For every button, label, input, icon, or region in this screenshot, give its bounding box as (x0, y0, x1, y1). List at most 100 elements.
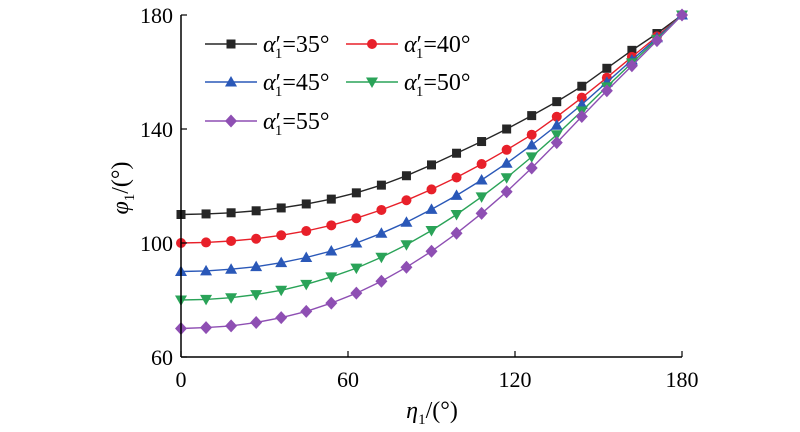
y-tick-label: 100 (140, 231, 173, 256)
data-point (475, 192, 488, 203)
data-point (201, 237, 212, 248)
data-point (275, 256, 288, 268)
series-line-4 (180, 14, 683, 330)
data-point (551, 111, 562, 122)
data-point (250, 260, 263, 272)
data-point (225, 293, 238, 304)
data-point (400, 240, 413, 251)
data-point (451, 172, 462, 183)
data-point (525, 152, 538, 163)
data-point (301, 199, 311, 209)
legend-item: α′1=35° (205, 32, 330, 62)
legend-marker (225, 76, 237, 87)
data-point (500, 157, 513, 168)
data-point (575, 98, 588, 109)
data-point (375, 227, 388, 238)
data-point (527, 111, 537, 121)
data-point (326, 220, 337, 231)
data-point (351, 188, 361, 198)
data-point (525, 138, 538, 150)
data-point (501, 144, 512, 155)
data-point (627, 45, 637, 55)
data-point (350, 263, 363, 275)
data-point (325, 272, 338, 283)
data-point (500, 185, 513, 199)
data-point (200, 294, 213, 306)
data-point (500, 173, 513, 184)
legend-item: α′1=55° (205, 109, 330, 139)
y-tick-label: 180 (140, 3, 173, 28)
data-point (552, 97, 562, 107)
data-point (676, 8, 688, 22)
series-layer (175, 8, 688, 335)
data-point (376, 180, 386, 190)
x-axis-label: η1/(°) (406, 398, 458, 428)
data-point (425, 244, 438, 258)
y-tick-label: 140 (140, 117, 173, 142)
data-point (350, 237, 363, 248)
x-tick-label: 0 (176, 367, 187, 392)
data-point (525, 161, 538, 175)
data-point (300, 304, 313, 318)
legend-marker (225, 114, 237, 128)
legend-label: α′1=40° (404, 32, 471, 62)
data-point (375, 274, 388, 288)
data-point (575, 109, 588, 123)
data-point (526, 129, 537, 140)
data-point (475, 174, 488, 185)
data-point (427, 160, 436, 170)
y-tick-label: 60 (151, 345, 173, 370)
legend: α′1=35° α′1=40° α′1=45° α′1=50° α′1=55° (205, 32, 471, 139)
data-point (550, 119, 563, 130)
data-point (275, 311, 288, 325)
data-point (250, 290, 263, 301)
data-point (650, 34, 663, 48)
data-point (401, 171, 411, 181)
data-point (576, 92, 587, 103)
data-point (502, 124, 512, 134)
data-point (625, 59, 638, 73)
data-point (375, 252, 388, 264)
y-axis-label: φ1/(°) (108, 161, 138, 214)
axes-layer (180, 15, 682, 358)
data-point (550, 136, 563, 150)
legend-item: α′1=40° (346, 32, 471, 62)
data-point (450, 210, 463, 221)
data-point (350, 286, 363, 300)
data-point (300, 279, 313, 291)
data-point (477, 137, 487, 147)
legend-label: α′1=45° (263, 70, 330, 100)
data-point (600, 84, 613, 98)
data-point (425, 203, 438, 214)
legend-marker (366, 77, 378, 88)
data-point (351, 213, 362, 224)
data-point (401, 195, 412, 206)
data-point (476, 159, 487, 170)
data-point (550, 130, 563, 141)
x-tick-label: 60 (337, 367, 359, 392)
data-point (276, 230, 287, 241)
data-point (275, 285, 288, 297)
data-point (475, 206, 488, 220)
data-point (602, 63, 612, 73)
data-point (226, 236, 237, 247)
data-point (201, 209, 211, 219)
legend-item: α′1=45° (205, 70, 330, 100)
legend-label: α′1=50° (404, 70, 471, 100)
data-point (251, 233, 262, 244)
legend-item: α′1=50° (346, 70, 471, 100)
data-point (577, 81, 587, 91)
series-4 (175, 8, 688, 335)
data-point (425, 225, 438, 237)
data-point (400, 260, 413, 274)
x-tick-label: 120 (499, 367, 532, 392)
data-point (250, 316, 263, 330)
data-point (325, 296, 338, 310)
data-point (276, 203, 286, 213)
data-point (326, 194, 336, 204)
x-tick-label: 180 (666, 367, 699, 392)
legend-label: α′1=35° (263, 32, 330, 62)
data-point (226, 208, 236, 218)
